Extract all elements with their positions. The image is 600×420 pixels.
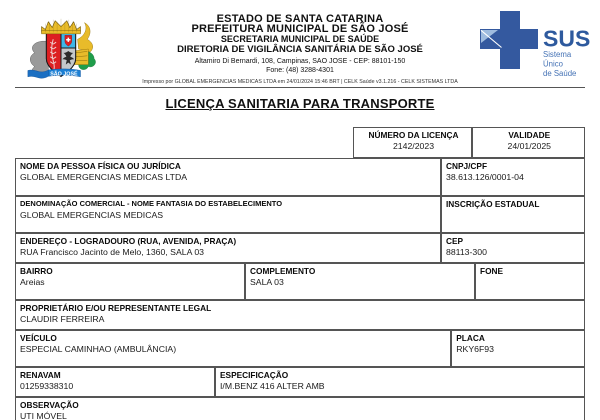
svg-text:de Saúde: de Saúde — [543, 69, 576, 78]
svg-text:Único: Único — [543, 60, 564, 69]
svg-text:Sistema: Sistema — [543, 50, 572, 59]
svg-text:SUS: SUS — [543, 26, 590, 52]
